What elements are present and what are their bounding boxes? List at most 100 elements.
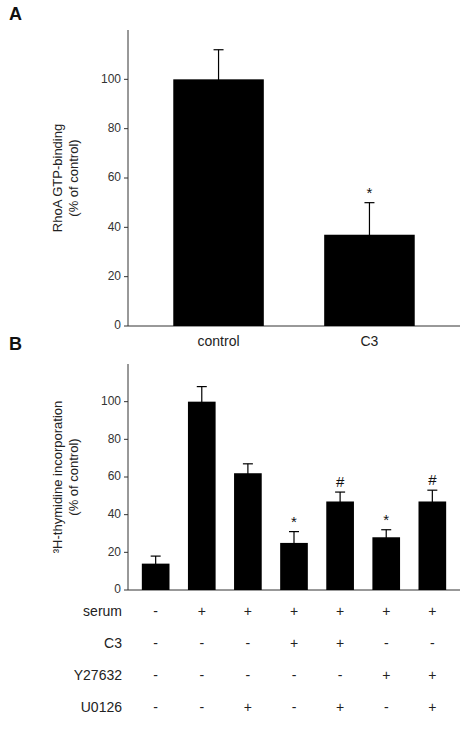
error-stem	[340, 492, 341, 511]
error-cap	[151, 555, 161, 556]
table-cell: -	[338, 667, 343, 683]
significance-marker: *	[291, 513, 297, 530]
y-tick	[124, 514, 128, 515]
y-tick-label: 80	[108, 432, 122, 446]
table-cell: -	[292, 667, 297, 683]
y-tick	[124, 401, 128, 402]
error-bar	[197, 387, 207, 417]
table-cell: -	[153, 667, 158, 683]
error-bar	[427, 490, 437, 513]
y-tick	[124, 552, 128, 553]
table-cell: -	[153, 699, 158, 715]
panel: A020406080100RhoA GTP-binding(% of contr…	[9, 4, 460, 349]
error-cap	[151, 571, 161, 572]
error-cap	[427, 512, 437, 513]
table-cell: +	[428, 699, 436, 715]
x-tick-label: C3	[361, 333, 379, 349]
y-tick-label: 100	[101, 72, 121, 86]
table-cell: +	[336, 603, 344, 619]
error-bar	[381, 530, 391, 545]
error-stem	[369, 203, 370, 267]
error-stem	[247, 464, 248, 483]
y-tick-label: 60	[108, 469, 122, 483]
x-tick-label: control	[198, 333, 240, 349]
error-stem	[432, 490, 433, 513]
y-axis-label-line: ³H-thymidine incorporation	[50, 401, 65, 553]
table-cell: +	[428, 603, 436, 619]
panel: B020406080100³H-thymidine incorporation(…	[9, 334, 460, 715]
table-cell: -	[384, 635, 389, 651]
marks	[142, 387, 446, 590]
table-cell: -	[246, 635, 251, 651]
error-stem	[218, 50, 219, 109]
bar	[234, 473, 262, 590]
table-cell: +	[428, 667, 436, 683]
error-cap	[335, 491, 345, 492]
y-tick-label: 20	[108, 269, 122, 283]
table-cell: -	[246, 667, 251, 683]
error-bar	[151, 556, 161, 571]
table-cell: +	[382, 667, 390, 683]
y-tick-label: 40	[108, 220, 122, 234]
error-stem	[155, 556, 156, 571]
y-tick	[124, 128, 128, 129]
error-stem	[201, 387, 202, 417]
error-cap	[214, 108, 224, 109]
table-row-label: U0126	[81, 699, 122, 715]
table-row-label: Y27632	[74, 667, 122, 683]
bar	[419, 501, 447, 590]
table-cell: +	[382, 603, 390, 619]
significance-marker: *	[383, 511, 389, 528]
error-bar	[243, 464, 253, 483]
y-tick-label: 80	[108, 121, 122, 135]
error-bar	[335, 492, 345, 511]
error-stem	[293, 532, 294, 555]
significance-marker: #	[428, 471, 437, 488]
bar	[173, 79, 264, 326]
y-axis-label-line: RhoA GTP-binding	[50, 124, 65, 232]
bar	[188, 402, 216, 590]
table-cell: +	[290, 603, 298, 619]
table-cell: -	[199, 699, 204, 715]
error-cap	[364, 266, 374, 267]
error-stem	[386, 530, 387, 545]
background	[0, 0, 474, 742]
error-cap	[381, 544, 391, 545]
y-tick	[124, 439, 128, 440]
error-cap	[243, 463, 253, 464]
y-tick-label: 0	[114, 582, 121, 596]
y-tick-label: 60	[108, 170, 122, 184]
error-bar	[364, 203, 374, 267]
y-tick-label: 40	[108, 507, 122, 521]
panel-label: B	[9, 334, 22, 354]
chart-container: A 0 20 40 60 80 100 RhoA GTP-binding(% of contr…	[0, 0, 474, 742]
table-cell: -	[199, 667, 204, 683]
bar	[326, 501, 354, 590]
error-cap	[364, 202, 374, 203]
marks	[173, 50, 414, 326]
table-cell: +	[244, 699, 252, 715]
error-cap	[335, 510, 345, 511]
y-axis-label: ³H-thymidine incorporation(% of control)	[50, 401, 81, 553]
table-row-label: C3	[104, 635, 122, 651]
error-cap	[243, 482, 253, 483]
table-cell: +	[290, 635, 298, 651]
table-cell: +	[336, 635, 344, 651]
table-cell: -	[153, 635, 158, 651]
error-cap	[214, 49, 224, 50]
error-cap	[197, 386, 207, 387]
panel-label: A	[9, 4, 22, 24]
y-axis-label-line: (% of control)	[66, 139, 81, 216]
bar	[372, 537, 400, 590]
table-cell: -	[292, 699, 297, 715]
table-row-label: serum	[83, 603, 122, 619]
error-cap	[289, 531, 299, 532]
y-tick	[124, 178, 128, 179]
y-tick	[124, 227, 128, 228]
error-cap	[289, 554, 299, 555]
significance-marker: *	[367, 184, 373, 201]
y-tick-label: 100	[101, 394, 121, 408]
y-tick	[124, 590, 128, 591]
table-cell: +	[336, 699, 344, 715]
table-cell: -	[430, 635, 435, 651]
